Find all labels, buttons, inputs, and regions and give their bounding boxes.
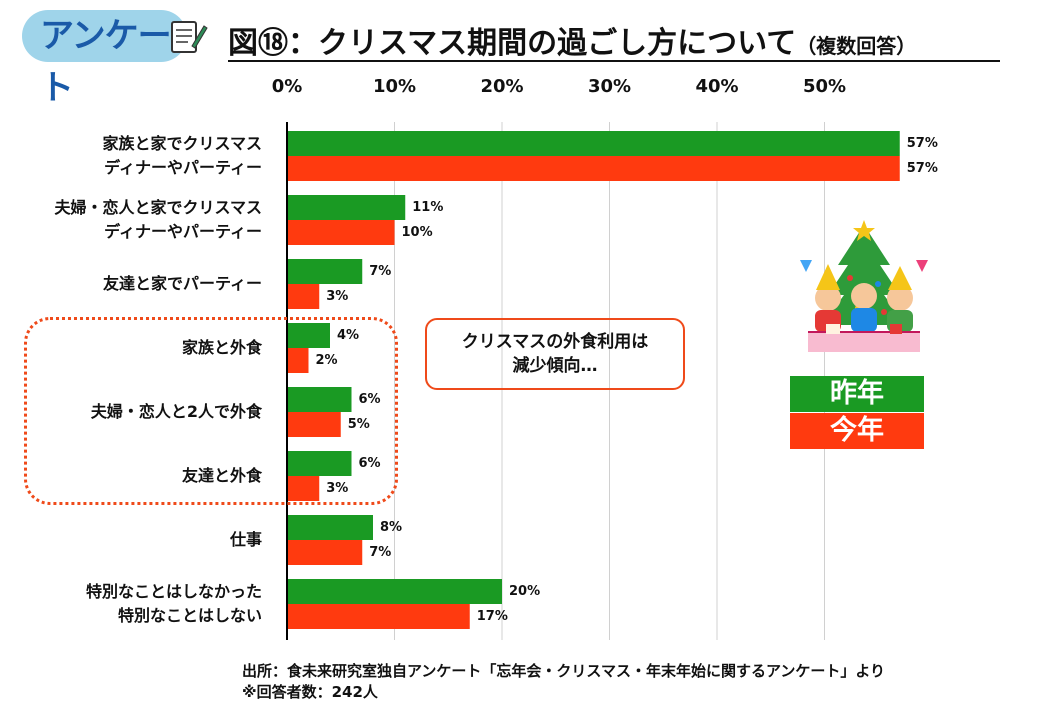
category-label: 友達と家でパーティー (102, 274, 262, 293)
x-tick-label: 50% (802, 76, 847, 97)
christmas-party-illustration (800, 220, 928, 352)
x-tick-label: 30% (587, 76, 632, 97)
title-bar: 図⑱：クリスマス期間の過ごし方について（複数回答） (228, 12, 1000, 62)
value-label: 57% (906, 161, 938, 176)
value-label: 3% (326, 481, 349, 496)
value-label: 2% (315, 353, 338, 368)
survey-badge-label: アンケート (40, 16, 172, 108)
bar-this-year (287, 284, 320, 309)
x-tick-label: 10% (372, 76, 417, 97)
respondent-count: ※回答者数：242人 (242, 683, 378, 701)
legend-last-year: 昨年 (790, 376, 924, 412)
value-label: 10% (401, 225, 433, 240)
bar-last-year (287, 131, 900, 156)
bar-last-year (287, 259, 363, 284)
bar-this-year (287, 412, 341, 437)
bar-last-year (287, 387, 352, 412)
x-tick-label: 40% (695, 76, 739, 97)
value-label: 20% (509, 584, 541, 599)
bar-last-year (287, 579, 502, 604)
callout-box: クリスマスの外食利用は 減少傾向… (425, 318, 685, 390)
bar-this-year (287, 156, 900, 181)
value-label: 7% (369, 264, 392, 279)
value-label: 11% (412, 200, 444, 215)
value-label: 4% (337, 328, 360, 343)
notepad-pencil-icon (171, 21, 208, 53)
value-label: 5% (347, 417, 370, 432)
category-label: 家族と家でクリスマス ディナーやパーティー (102, 134, 262, 177)
legend-this-year: 今年 (790, 413, 924, 449)
title-main: 図⑱：クリスマス期間の過ごし方について (228, 26, 797, 61)
bar-last-year (287, 323, 330, 348)
bar-this-year (287, 348, 309, 373)
bar-this-year (287, 476, 320, 501)
category-label: 夫婦・恋人と家でクリスマス ディナーやパーティー (54, 198, 262, 241)
value-label: 3% (326, 289, 349, 304)
value-label: 7% (369, 545, 392, 560)
bar-last-year (287, 195, 406, 220)
value-label: 6% (358, 456, 381, 471)
title-suffix: （複数回答） (796, 34, 917, 58)
bar-this-year (287, 220, 395, 245)
value-label: 17% (476, 609, 508, 624)
category-label: 仕事 (229, 530, 262, 549)
category-label: 家族と外食 (181, 338, 262, 357)
value-label: 8% (380, 520, 403, 535)
category-label: 友達と外食 (181, 466, 262, 485)
dining-out-highlight (24, 317, 398, 505)
callout-line-2: 減少傾向… (512, 356, 598, 376)
value-label: 57% (906, 136, 938, 151)
bar-last-year (287, 515, 373, 540)
survey-badge: アンケート (22, 10, 187, 108)
x-tick-label: 20% (480, 76, 524, 97)
value-label: 6% (358, 392, 381, 407)
page-title: 図⑱：クリスマス期間の過ごし方について（複数回答） (228, 18, 916, 62)
callout-line-1: クリスマスの外食利用は (461, 332, 649, 352)
bar-last-year (287, 451, 352, 476)
bar-this-year (287, 604, 470, 629)
source-note: 出所：食未来研究室独自アンケート「忘年会・クリスマス・年末年始に関するアンケート… (242, 662, 886, 680)
category-label: 特別なことはしなかった 特別なことはしない (85, 582, 262, 625)
category-label: 夫婦・恋人と2人で外食 (90, 402, 262, 421)
bar-this-year (287, 540, 363, 565)
x-tick-label: 0% (271, 76, 303, 97)
